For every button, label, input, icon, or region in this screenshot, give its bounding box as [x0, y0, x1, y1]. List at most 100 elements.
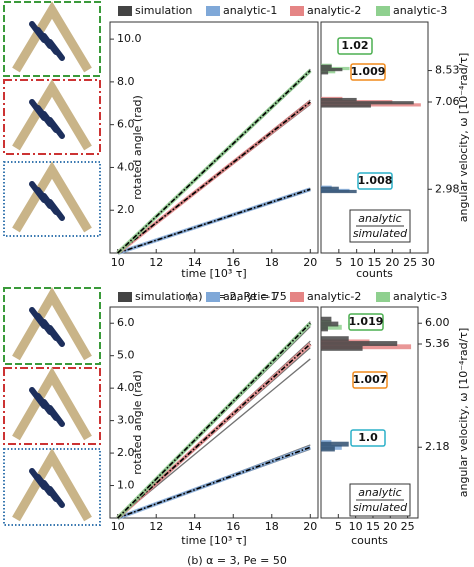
x-tick-label: 14 [188, 520, 202, 533]
ratio-label: 1.019 [349, 315, 384, 328]
y-tick-label: 3.0 [117, 414, 135, 427]
x-tick-label: 10 [111, 256, 125, 269]
x-tick-label: 25 [403, 256, 417, 269]
x-axis-label: counts [351, 534, 388, 547]
hist-bar [321, 104, 371, 108]
hist-bar [321, 341, 398, 346]
legend-label: simulation [135, 290, 192, 303]
y-tick-label: 2.0 [117, 203, 135, 216]
legend-label: analytic-2 [307, 290, 361, 303]
rod [47, 39, 65, 61]
hist-bar [321, 321, 339, 327]
y-tick-label: 2.98 [435, 182, 460, 195]
y-tick-label: 5.0 [117, 349, 135, 362]
legend-swatch [118, 292, 132, 302]
x-tick-label: 30 [421, 256, 435, 269]
ratio-box [350, 429, 386, 447]
x-tick-label: 20 [385, 256, 399, 269]
legend-swatch [290, 6, 304, 16]
x-tick-label: 10 [111, 520, 125, 533]
x-axis-label: time [10³ τ] [181, 534, 246, 547]
legend-swatch [376, 292, 390, 302]
y-axis-label: rotated angle (rad) [131, 95, 144, 199]
analytic-dash [117, 343, 311, 519]
hist-bar [321, 324, 342, 330]
y-tick-label: 2.18 [425, 440, 450, 453]
x-tick-label: 16 [226, 520, 240, 533]
rod [47, 405, 65, 427]
x-tick-label: 18 [265, 256, 279, 269]
chevron [12, 367, 92, 441]
hist-bar [321, 345, 363, 351]
y-tick-label: 6.0 [117, 118, 135, 131]
ratio-label: 1.02 [341, 39, 368, 52]
analytic-dash [117, 101, 311, 254]
ratio-label: 1.007 [353, 373, 388, 386]
chevron [12, 79, 92, 151]
plot-frame [109, 21, 319, 254]
analytic-dash [117, 188, 311, 254]
x-tick-label: 16 [226, 256, 240, 269]
x-tick-label: 15 [366, 520, 380, 533]
analytic-dash [117, 322, 311, 519]
chevron [12, 1, 92, 73]
x-tick-label: 12 [149, 256, 163, 269]
hist-bar [321, 344, 412, 350]
legend-swatch [290, 292, 304, 302]
y-axis-label: rotated angle (rad) [131, 370, 144, 474]
hist-bar [321, 101, 414, 105]
legend-swatch [118, 6, 132, 16]
y-axis-label: angular velocity, ω [10⁻⁴rad/τ] [457, 53, 470, 223]
y-tick-label: 1.0 [117, 479, 135, 492]
key-denominator: simulated [353, 227, 408, 240]
x-tick-label: 5 [335, 520, 342, 533]
x-tick-label: 10 [349, 520, 363, 533]
ratio-label: 1.0 [358, 431, 378, 444]
ratio-label: 1.009 [351, 65, 386, 78]
x-tick-label: 18 [265, 520, 279, 533]
rod [47, 117, 65, 139]
x-axis-label: time [10³ τ] [181, 267, 246, 280]
ratio-box [352, 371, 388, 389]
legend-label: analytic-3 [393, 290, 447, 303]
hist-bar [321, 441, 349, 447]
chevron [12, 161, 92, 233]
ratio-box [350, 63, 386, 81]
x-tick-label: 12 [149, 520, 163, 533]
rod [47, 486, 65, 508]
ratio-box [337, 37, 373, 55]
key-numerator: analytic [358, 212, 401, 225]
y-tick-label: 6.0 [117, 316, 135, 329]
hist-bar [321, 189, 357, 194]
y-tick-label: 6.00 [425, 316, 450, 329]
x-axis-label: counts [356, 267, 393, 280]
y-tick-label: 7.06 [435, 95, 460, 108]
plot-frame [109, 306, 319, 519]
x-tick-label: 15 [368, 256, 382, 269]
ratio-box [348, 313, 384, 331]
caption: (b) α = 3, Pe = 50 [187, 554, 287, 567]
y-tick-label: 5.36 [425, 337, 450, 350]
ratio-box [357, 172, 393, 190]
x-tick-label: 14 [188, 256, 202, 269]
hist-bar [321, 336, 349, 342]
key-denominator: simulated [353, 501, 408, 514]
hist-bar [321, 97, 357, 102]
legend-label: analytic-1 [223, 290, 277, 303]
y-axis-label: angular velocity, ω [10⁻⁴rad/τ] [457, 328, 470, 498]
hist-bar [321, 71, 329, 75]
legend-label: analytic-1 [223, 4, 277, 17]
x-tick-label: 20 [303, 520, 317, 533]
rod [47, 325, 65, 347]
x-tick-label: 10 [350, 256, 364, 269]
ratio-label: 1.008 [358, 174, 393, 187]
hist-bar [321, 67, 343, 72]
y-tick-label: 10.0 [117, 32, 142, 45]
legend-label: analytic-2 [307, 4, 361, 17]
x-tick-label: 25 [401, 520, 415, 533]
hist-bar [321, 186, 339, 190]
key-numerator: analytic [358, 486, 401, 499]
y-tick-label: 8.53 [435, 64, 460, 77]
x-tick-label: 20 [303, 256, 317, 269]
